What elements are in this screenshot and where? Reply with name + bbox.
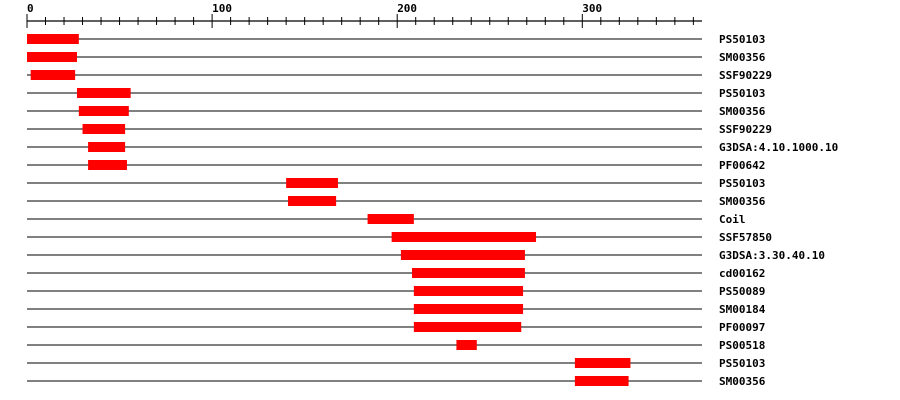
feature-bar	[286, 178, 338, 188]
feature-bar	[412, 268, 525, 278]
feature-bar	[367, 214, 414, 224]
feature-bar	[78, 106, 129, 116]
feature-label: G3DSA:3.30.40.10	[719, 249, 825, 262]
feature-label: PS50103	[719, 357, 765, 370]
feature-bar	[574, 376, 629, 386]
feature-label: G3DSA:4.10.1000.10	[719, 141, 838, 154]
feature-bar	[413, 322, 522, 332]
feature-label: SM00356	[719, 375, 766, 388]
feature-bar	[391, 232, 537, 242]
feature-label: SM00356	[719, 195, 766, 208]
feature-label: PS50089	[719, 285, 765, 298]
axis-tick-label: 300	[582, 2, 602, 15]
feature-label: SM00356	[719, 105, 766, 118]
feature-bar	[30, 70, 76, 80]
feature-bar	[27, 52, 77, 62]
feature-label: SM00184	[719, 303, 766, 316]
axis-tick-label: 0	[27, 2, 34, 15]
feature-bar	[413, 286, 524, 296]
axis-tick-label: 200	[397, 2, 417, 15]
feature-label: PS00518	[719, 339, 765, 352]
feature-bar	[456, 340, 477, 350]
feature-label: SSF57850	[719, 231, 772, 244]
feature-bar	[88, 160, 127, 170]
feature-bar	[82, 124, 126, 134]
feature-bar	[574, 358, 631, 368]
feature-label: PS50103	[719, 33, 765, 46]
feature-label: SM00356	[719, 51, 766, 64]
feature-bar	[413, 304, 524, 314]
feature-label: PF00642	[719, 159, 765, 172]
feature-label: PS50103	[719, 177, 765, 190]
feature-bar	[27, 34, 79, 44]
feature-bar	[287, 196, 337, 206]
feature-label: PS50103	[719, 87, 765, 100]
feature-label: PF00097	[719, 321, 765, 334]
axis-tick-label: 100	[212, 2, 232, 15]
feature-label: cd00162	[719, 267, 765, 280]
feature-bar	[76, 88, 131, 98]
feature-bar	[88, 142, 126, 152]
feature-label: SSF90229	[719, 69, 772, 82]
feature-label: SSF90229	[719, 123, 772, 136]
feature-bar	[400, 250, 525, 260]
feature-label: Coil	[719, 213, 746, 226]
